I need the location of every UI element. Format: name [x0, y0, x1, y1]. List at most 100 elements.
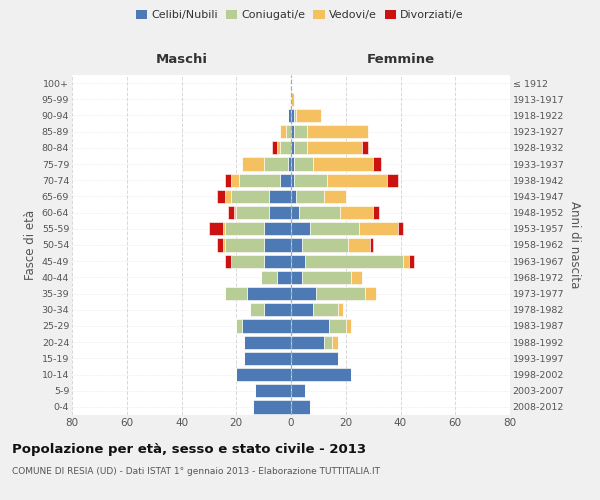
Bar: [313, 303, 338, 316]
Bar: [280, 141, 291, 154]
Bar: [403, 254, 409, 268]
Bar: [236, 368, 291, 381]
Bar: [296, 109, 321, 122]
Bar: [269, 190, 291, 203]
Bar: [351, 270, 362, 284]
Text: Femmine: Femmine: [367, 53, 434, 66]
Bar: [324, 190, 346, 203]
Bar: [365, 287, 376, 300]
Bar: [362, 141, 368, 154]
Bar: [291, 206, 299, 220]
Y-axis label: Anni di nascita: Anni di nascita: [568, 202, 581, 288]
Bar: [294, 174, 326, 187]
Bar: [302, 238, 349, 252]
Legend: Celibi/Nubili, Coniugati/e, Vedovi/e, Divorziati/e: Celibi/Nubili, Coniugati/e, Vedovi/e, Di…: [132, 6, 468, 25]
Bar: [250, 303, 263, 316]
Bar: [291, 320, 329, 332]
Bar: [231, 174, 239, 187]
Bar: [291, 400, 310, 413]
Bar: [228, 206, 233, 220]
Bar: [332, 336, 338, 349]
Bar: [226, 238, 263, 252]
Bar: [398, 222, 403, 235]
Bar: [307, 125, 368, 138]
Bar: [242, 320, 291, 332]
Bar: [217, 238, 223, 252]
Bar: [313, 158, 373, 170]
Text: Popolazione per età, sesso e stato civile - 2013: Popolazione per età, sesso e stato civil…: [12, 442, 366, 456]
Bar: [263, 254, 291, 268]
Bar: [277, 270, 291, 284]
Bar: [226, 254, 231, 268]
Bar: [387, 174, 398, 187]
Bar: [288, 158, 291, 170]
Bar: [409, 254, 414, 268]
Bar: [263, 158, 288, 170]
Bar: [302, 270, 351, 284]
Bar: [291, 125, 294, 138]
Bar: [223, 238, 226, 252]
Bar: [209, 222, 223, 235]
Bar: [291, 336, 324, 349]
Bar: [233, 206, 236, 220]
Bar: [263, 238, 291, 252]
Bar: [299, 206, 340, 220]
Bar: [294, 125, 307, 138]
Bar: [244, 352, 291, 365]
Bar: [305, 254, 403, 268]
Bar: [291, 352, 338, 365]
Bar: [359, 222, 398, 235]
Bar: [236, 206, 269, 220]
Bar: [226, 222, 263, 235]
Bar: [373, 206, 379, 220]
Bar: [291, 384, 305, 398]
Text: Maschi: Maschi: [155, 53, 208, 66]
Bar: [291, 141, 294, 154]
Bar: [239, 174, 280, 187]
Bar: [296, 190, 324, 203]
Y-axis label: Fasce di età: Fasce di età: [25, 210, 37, 280]
Bar: [231, 190, 269, 203]
Bar: [291, 287, 316, 300]
Bar: [261, 270, 277, 284]
Bar: [346, 320, 351, 332]
Bar: [231, 254, 263, 268]
Bar: [291, 92, 294, 106]
Bar: [338, 303, 343, 316]
Bar: [307, 141, 362, 154]
Bar: [242, 158, 263, 170]
Bar: [310, 222, 359, 235]
Bar: [291, 238, 302, 252]
Bar: [247, 287, 291, 300]
Bar: [253, 400, 291, 413]
Bar: [294, 141, 307, 154]
Bar: [272, 141, 277, 154]
Bar: [291, 190, 296, 203]
Bar: [373, 158, 382, 170]
Text: COMUNE DI RESIA (UD) - Dati ISTAT 1° gennaio 2013 - Elaborazione TUTTITALIA.IT: COMUNE DI RESIA (UD) - Dati ISTAT 1° gen…: [12, 468, 380, 476]
Bar: [291, 222, 310, 235]
Bar: [226, 174, 231, 187]
Bar: [280, 174, 291, 187]
Bar: [223, 222, 226, 235]
Bar: [291, 303, 313, 316]
Bar: [294, 109, 296, 122]
Bar: [329, 320, 346, 332]
Bar: [286, 125, 291, 138]
Bar: [217, 190, 226, 203]
Bar: [226, 190, 231, 203]
Bar: [280, 125, 286, 138]
Bar: [291, 368, 351, 381]
Bar: [291, 254, 305, 268]
Bar: [256, 384, 291, 398]
Bar: [349, 238, 370, 252]
Bar: [294, 158, 313, 170]
Bar: [316, 287, 365, 300]
Bar: [340, 206, 373, 220]
Bar: [370, 238, 373, 252]
Bar: [291, 270, 302, 284]
Bar: [263, 303, 291, 316]
Bar: [324, 336, 332, 349]
Bar: [226, 287, 247, 300]
Bar: [288, 109, 291, 122]
